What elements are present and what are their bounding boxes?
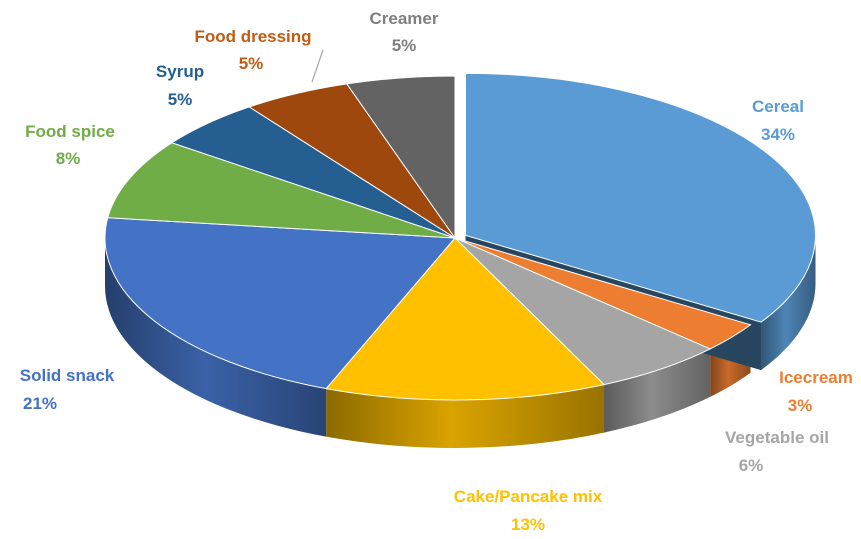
label-cereal-value: 34% (761, 125, 795, 144)
label-cake-pancake-mix-name: Cake/Pancake mix (454, 487, 603, 506)
slice-cake-pancake-mix (325, 237, 606, 401)
slice-side-solid-snack (105, 238, 327, 437)
label-food-dressing-name: Food dressing (194, 27, 311, 46)
slice-cereal (465, 72, 816, 323)
label-solid-snack-value: 21% (23, 394, 57, 413)
slice-food-spice (107, 142, 456, 239)
label-vegetable-oil-value: 6% (739, 456, 764, 475)
label-syrup-name: Syrup (156, 62, 204, 81)
label-syrup-value: 5% (168, 90, 193, 109)
slice-side-cereal (761, 235, 816, 371)
leader-line-food-dressing (311, 49, 324, 83)
pie-tops (104, 72, 816, 401)
label-creamer-value: 5% (392, 36, 417, 55)
label-food-dressing-value: 5% (239, 54, 264, 73)
label-creamer-name: Creamer (370, 9, 439, 28)
label-cereal-name: Cereal (752, 97, 804, 116)
label-cake-pancake-mix-value: 13% (511, 515, 545, 534)
label-food-spice-name: Food spice (25, 122, 115, 141)
label-icecream-value: 3% (788, 396, 813, 415)
data-labels: Cereal 34% Icecream 3% Vegetable oil 6% … (20, 9, 853, 534)
label-food-spice-value: 8% (56, 149, 81, 168)
slice-side-vegetable-oil (604, 348, 711, 433)
label-vegetable-oil-name: Vegetable oil (725, 428, 829, 447)
leader-lines (311, 49, 324, 83)
label-solid-snack-name: Solid snack (20, 366, 115, 385)
slice-creamer (345, 75, 456, 240)
slice-vegetable-oil (454, 237, 712, 386)
slice-side-cake-pancake-mix (326, 384, 605, 448)
label-icecream-name: Icecream (779, 368, 853, 387)
slice-solid-snack (104, 217, 457, 390)
